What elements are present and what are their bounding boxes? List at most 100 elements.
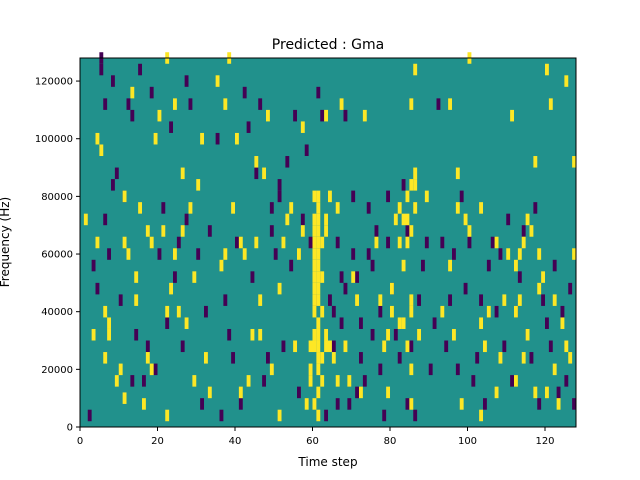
heatmap-cell-low	[126, 98, 131, 110]
heatmap-cell-low	[281, 340, 286, 353]
heatmap-cell-low	[479, 294, 484, 306]
heatmap-cell-low	[196, 248, 201, 260]
heatmap-cell-high	[149, 236, 154, 249]
heatmap-cell-high	[413, 167, 418, 180]
heatmap-cell-low	[134, 328, 139, 341]
heatmap-cell-low	[107, 248, 112, 260]
x-axis-label: Time step	[297, 455, 357, 469]
heatmap-cell-high	[165, 409, 170, 422]
heatmap-cell-high	[215, 75, 220, 87]
heatmap-cell-high	[494, 236, 499, 249]
heatmap-cell-low	[184, 213, 189, 226]
heatmap-cell-high	[386, 386, 391, 399]
heatmap-cell-high	[397, 317, 402, 329]
heatmap-cell-low	[308, 236, 313, 249]
heatmap-cell-high	[568, 352, 573, 364]
heatmap-cell-high	[316, 294, 321, 306]
heatmap-cell-high	[560, 317, 565, 329]
heatmap-cell-low	[331, 305, 336, 318]
heatmap-cell-high	[192, 375, 197, 387]
heatmap-cell-low	[258, 98, 263, 110]
x-axis: 0 20 40 60 80 100 120	[77, 427, 555, 447]
heatmap-cell-high	[207, 386, 212, 399]
heatmap-cell-low	[490, 236, 495, 249]
heatmap-cell-low	[401, 179, 406, 191]
heatmap-cell-high	[525, 328, 530, 341]
x-tick-label: 20	[151, 436, 164, 447]
heatmap-cell-high	[374, 236, 379, 249]
heatmap-cell-high	[188, 202, 193, 214]
heatmap-cell-low	[378, 305, 383, 318]
heatmap-cell-low	[103, 213, 108, 226]
plot-area	[79, 52, 577, 428]
heatmap-cell-high	[99, 144, 104, 157]
heatmap-cell-high	[572, 248, 577, 260]
heatmap-cell-high	[316, 202, 321, 214]
heatmap-cell-low	[521, 225, 526, 237]
x-tick-label: 100	[458, 436, 477, 447]
heatmap-cell-high	[192, 271, 197, 283]
heatmap-cell-high	[440, 305, 445, 318]
heatmap-cell-high	[413, 179, 418, 191]
heatmap-cell-high	[312, 213, 317, 226]
heatmap-cell-high	[452, 328, 456, 341]
heatmap-cell-low	[471, 375, 476, 387]
heatmap-cell-low	[207, 225, 212, 237]
heatmap-cell-high	[521, 352, 526, 364]
heatmap-cell-high	[409, 225, 414, 237]
heatmap-cell-high	[328, 190, 332, 203]
heatmap-cell-low	[176, 236, 181, 249]
x-tick-label: 80	[384, 436, 397, 447]
heatmap-cell-high	[413, 63, 418, 76]
heatmap-cell-low	[541, 294, 546, 306]
heatmap-cell-high	[455, 167, 460, 180]
heatmap-cell-high	[107, 328, 112, 341]
y-axis: 0 20000 40000 60000 80000 100000 120000	[35, 77, 80, 434]
heatmap-cell-high	[552, 363, 557, 376]
heatmap-cell-low	[374, 225, 379, 237]
heatmap-cell-high	[359, 386, 363, 399]
heatmap-cell-high	[312, 248, 317, 260]
heatmap-cell-low	[529, 352, 534, 364]
heatmap-cell-high	[382, 340, 387, 353]
heatmap-cell-low	[200, 398, 205, 410]
heatmap-cell-high	[494, 386, 499, 399]
heatmap-cell-low	[498, 248, 503, 260]
heatmap-cell-low	[463, 282, 468, 295]
heatmap-cell-high	[548, 98, 553, 110]
heatmap-cell-low	[204, 305, 208, 318]
heatmap-cell-high	[564, 75, 569, 87]
heatmap-cell-high	[316, 317, 321, 329]
heatmap-cell-high	[300, 225, 305, 237]
heatmap-cell-high	[514, 375, 518, 387]
heatmap-cell-high	[498, 352, 503, 364]
heatmap-cell-high	[320, 236, 325, 249]
y-tick-label: 100000	[35, 134, 73, 145]
heatmap-cell-low	[510, 375, 515, 387]
heatmap-cell-low	[421, 259, 425, 272]
heatmap-cell-high	[176, 305, 181, 318]
plot-frame	[79, 57, 577, 428]
heatmap-cell-high	[502, 294, 507, 306]
heatmap-cell-high	[517, 248, 522, 260]
heatmap-cell-low	[328, 294, 332, 306]
heatmap-cell-high	[281, 236, 286, 249]
heatmap-cell-high	[246, 375, 251, 387]
heatmap-cell-high	[266, 109, 270, 122]
heatmap-cell-low	[370, 259, 375, 272]
heatmap-cell-low	[335, 398, 340, 410]
heatmap-cell-high	[312, 398, 317, 410]
heatmap-cell-high	[386, 328, 391, 341]
heatmap-cell-high	[161, 225, 166, 237]
heatmap-cell-low	[269, 202, 274, 214]
heatmap-cell-high	[145, 352, 150, 364]
heatmap-cell-high	[200, 132, 205, 145]
heatmap-cell-high	[312, 271, 317, 283]
x-tick-label: 40	[229, 436, 242, 447]
heatmap-cell-high	[316, 328, 321, 341]
heatmap-cell-low	[343, 282, 348, 295]
heatmap-cell-high	[126, 248, 131, 260]
heatmap-cell-low	[436, 98, 441, 110]
heatmap-cell-high	[324, 225, 329, 237]
